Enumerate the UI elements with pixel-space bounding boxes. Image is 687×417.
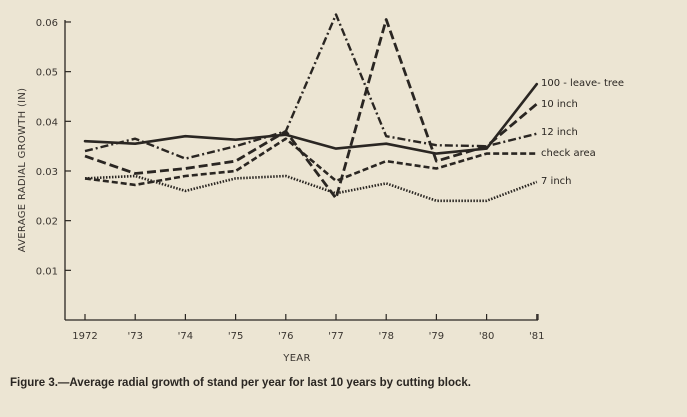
series-labels: 100 - leave- tree 10 inch 12 inch check are… — [541, 78, 624, 187]
x-tick-label: '78 — [378, 331, 393, 342]
series-label-1: 10 inch — [541, 99, 578, 110]
series-group — [83, 13, 539, 203]
x-tick-label: '77 — [328, 331, 343, 342]
x-tick-label: '74 — [178, 331, 193, 342]
y-tick-label: 0.03 — [36, 167, 58, 178]
x-ticks: 1972 '73 '74 '75 '76 '77 '78 '79 '80 '81 — [72, 314, 545, 342]
x-tick-label: 1972 — [72, 331, 97, 342]
x-axis-title: YEAR — [282, 353, 310, 364]
series-label-0: 100 - leave- tree — [541, 78, 624, 89]
x-tick-label: '81 — [529, 331, 544, 342]
x-tick-label: '73 — [127, 331, 142, 342]
series-line-4 — [84, 174, 538, 203]
series-label-2: 12 inch — [541, 127, 578, 138]
series-label-3: check area — [541, 148, 596, 159]
x-tick-label: '79 — [429, 331, 444, 342]
y-axis-title: AVERAGE RADIAL GROWTH (IN) — [17, 88, 28, 253]
y-tick-label: 0.06 — [36, 18, 58, 29]
x-tick-label: '80 — [479, 331, 494, 342]
series-line-0 — [83, 82, 539, 155]
y-tick-label: 0.04 — [36, 117, 58, 128]
y-tick-label: 0.01 — [36, 266, 58, 277]
series-line-3 — [84, 137, 537, 187]
y-ticks: 0.01 0.02 0.03 0.04 0.05 0.06 — [36, 18, 71, 277]
y-tick-label: 0.05 — [36, 68, 58, 79]
series-line-2 — [84, 13, 538, 160]
y-tick-label: 0.02 — [36, 217, 58, 228]
figure-caption: Figure 3.—Average radial growth of stand… — [10, 377, 471, 389]
x-tick-label: '76 — [278, 331, 293, 342]
x-tick-label: '75 — [228, 331, 243, 342]
series-line-1 — [84, 18, 538, 200]
series-label-4: 7 inch — [541, 176, 572, 187]
